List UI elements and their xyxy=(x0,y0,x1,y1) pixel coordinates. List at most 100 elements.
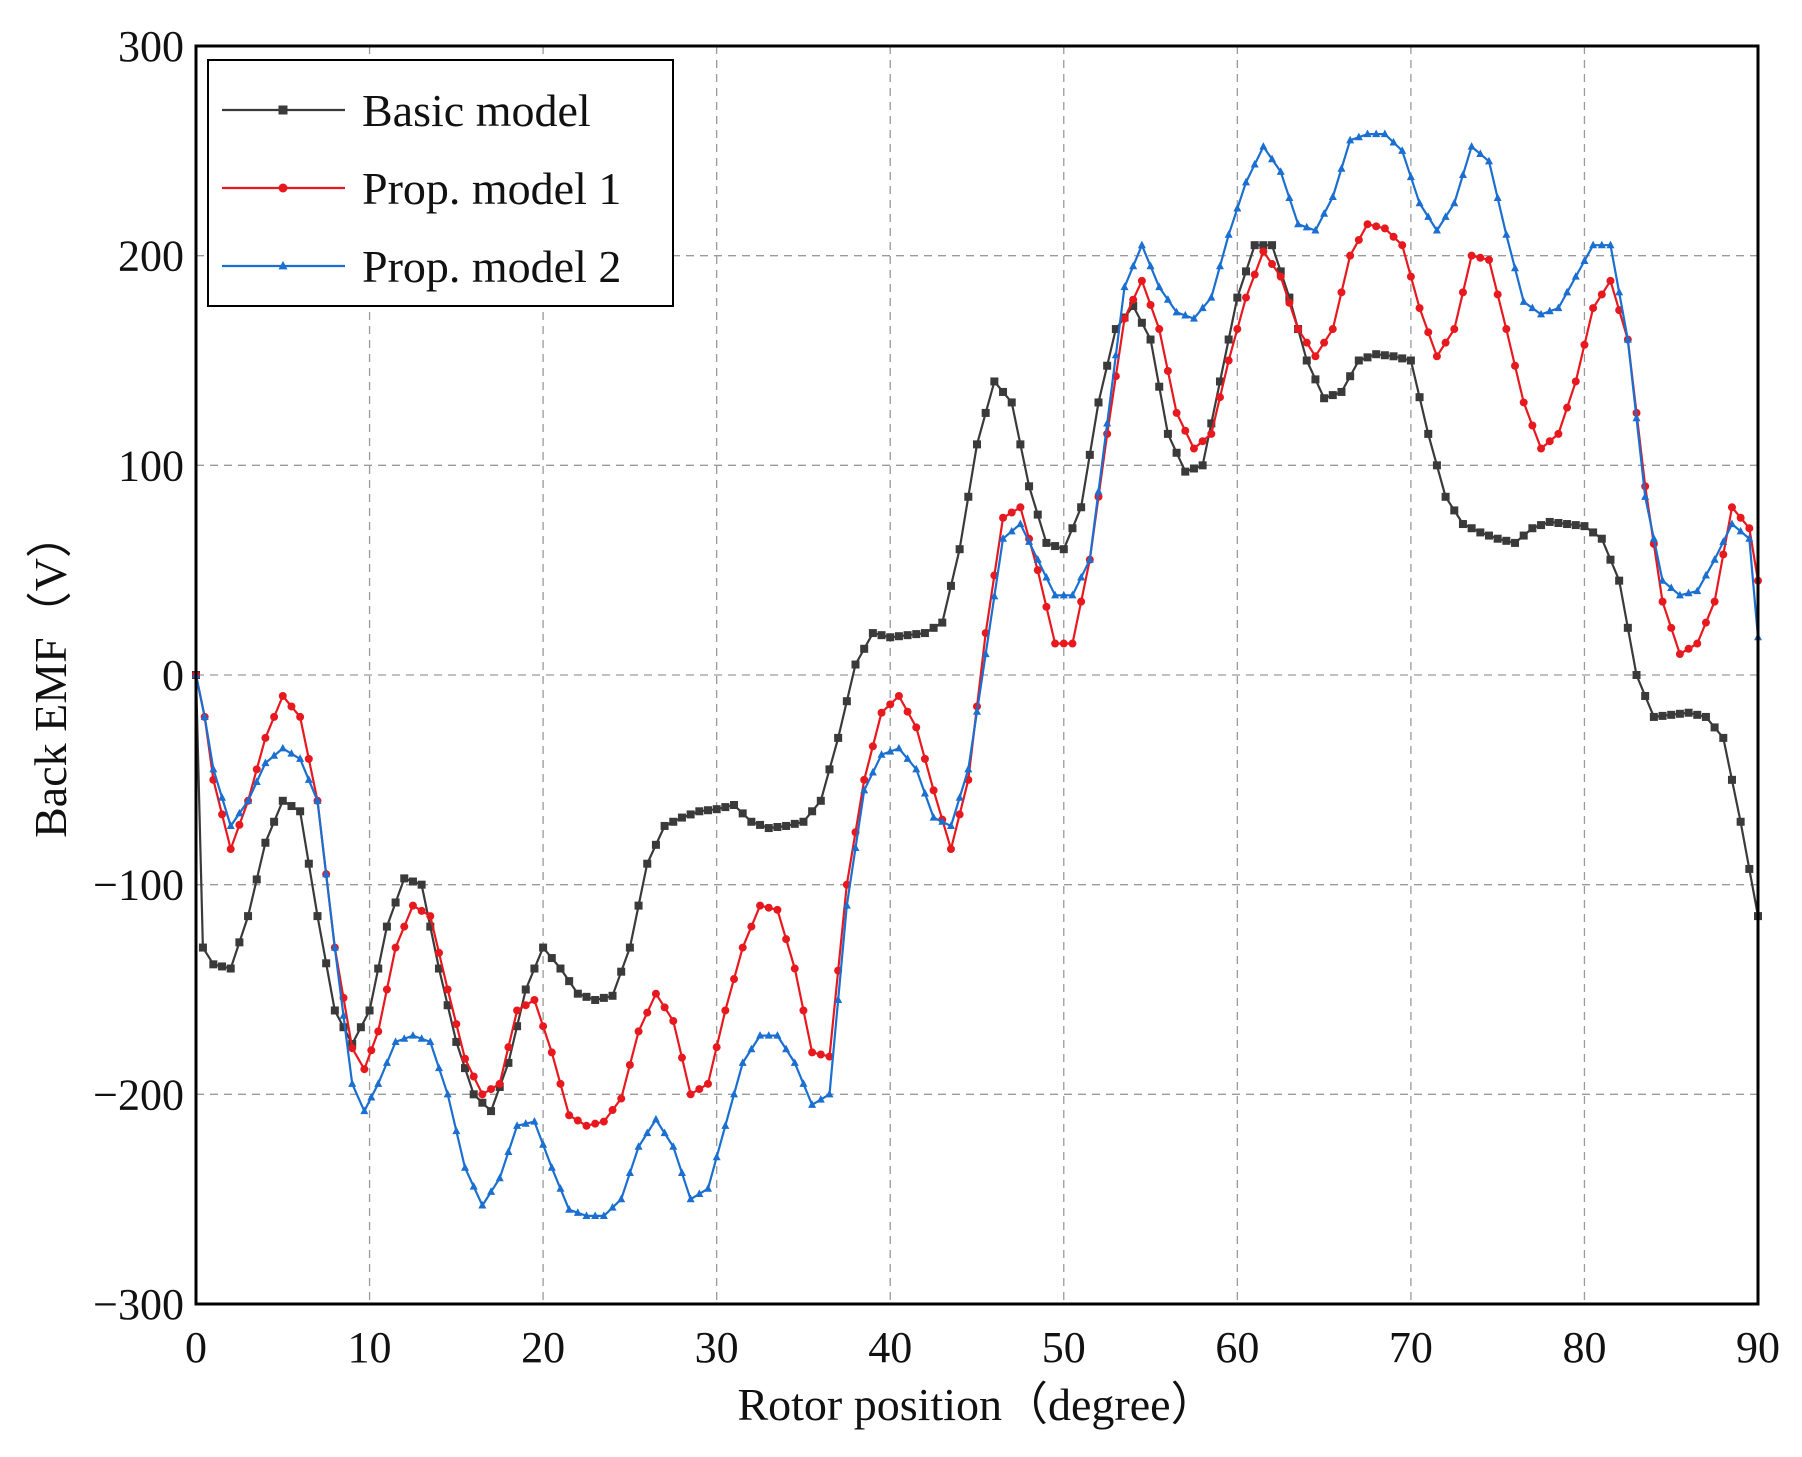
data-point xyxy=(1181,426,1190,435)
data-point xyxy=(513,1022,522,1031)
data-point xyxy=(504,1043,513,1052)
data-point xyxy=(1129,295,1138,304)
data-point xyxy=(894,632,903,641)
data-point xyxy=(400,1034,409,1042)
data-point xyxy=(426,1037,435,1045)
data-point xyxy=(1302,222,1311,231)
data-point xyxy=(573,989,582,998)
data-point xyxy=(417,1034,426,1042)
plot-frame xyxy=(194,44,1760,1306)
data-point xyxy=(964,492,973,501)
data-point xyxy=(1667,623,1676,632)
data-point xyxy=(1311,375,1320,384)
data-point xyxy=(1484,531,1493,540)
data-point xyxy=(1537,309,1546,318)
data-point xyxy=(367,1092,376,1101)
data-point xyxy=(1589,304,1598,313)
series-3 xyxy=(192,129,1762,1219)
data-point xyxy=(1476,149,1485,158)
data-point xyxy=(521,1001,530,1010)
data-point xyxy=(244,796,253,804)
data-point xyxy=(556,1184,565,1192)
data-point xyxy=(860,644,869,653)
data-point xyxy=(1007,398,1016,407)
data-point xyxy=(1745,864,1754,873)
data-point xyxy=(756,820,765,829)
data-point xyxy=(1537,521,1546,530)
data-point xyxy=(1129,301,1138,310)
data-point xyxy=(1016,519,1025,528)
data-point xyxy=(886,746,895,755)
data-point xyxy=(929,786,938,795)
data-point xyxy=(825,1089,834,1098)
data-point xyxy=(504,1147,513,1156)
data-point xyxy=(1701,618,1710,627)
data-point xyxy=(1077,572,1086,581)
data-point xyxy=(296,712,305,721)
data-point xyxy=(1736,817,1745,826)
data-point xyxy=(669,1142,678,1150)
data-point xyxy=(1502,536,1511,545)
data-point xyxy=(1103,418,1112,427)
data-point xyxy=(1059,545,1068,554)
data-point xyxy=(521,985,530,994)
data-point xyxy=(730,1089,739,1098)
data-point xyxy=(1198,437,1207,446)
data-point xyxy=(1623,334,1632,343)
data-point xyxy=(1415,198,1424,207)
data-point xyxy=(1042,572,1051,581)
data-point xyxy=(1380,351,1389,360)
data-point xyxy=(1519,297,1528,305)
data-point xyxy=(712,805,721,814)
data-point xyxy=(1025,537,1034,545)
data-point xyxy=(360,1106,369,1115)
data-point xyxy=(547,954,556,963)
data-point xyxy=(1545,306,1554,315)
data-point xyxy=(1441,338,1450,347)
data-point xyxy=(556,1079,565,1088)
data-point xyxy=(261,838,270,847)
data-point xyxy=(1554,518,1563,527)
data-point xyxy=(434,964,443,973)
data-point xyxy=(782,935,791,944)
data-point xyxy=(1328,325,1337,334)
data-point xyxy=(1302,338,1311,347)
data-point xyxy=(1658,711,1667,720)
data-point xyxy=(1675,590,1684,599)
data-point xyxy=(565,1111,574,1120)
data-point xyxy=(712,1152,721,1161)
data-point xyxy=(1372,350,1381,359)
data-point xyxy=(1346,372,1355,381)
data-point xyxy=(313,912,322,921)
data-point xyxy=(903,754,912,762)
data-point xyxy=(747,1044,756,1053)
data-point xyxy=(721,803,730,812)
legend: Basic model Prop. model 1 Prop. model 2 xyxy=(207,59,674,307)
data-point xyxy=(1727,775,1736,784)
data-point xyxy=(799,1079,808,1087)
data-point xyxy=(304,859,313,868)
data-point xyxy=(434,1063,443,1072)
data-point xyxy=(1085,555,1094,563)
data-point xyxy=(955,810,964,819)
data-point xyxy=(374,964,383,973)
data-point xyxy=(1077,597,1086,606)
series-1 xyxy=(192,241,1762,1116)
data-point xyxy=(1311,225,1320,234)
data-point xyxy=(1033,555,1042,563)
data-point xyxy=(198,943,207,952)
data-point xyxy=(400,922,409,931)
data-point xyxy=(1120,282,1129,291)
data-point xyxy=(1146,261,1155,270)
data-point xyxy=(530,1117,539,1125)
data-point xyxy=(868,742,877,751)
data-point xyxy=(478,1200,487,1209)
data-point xyxy=(816,1095,825,1103)
data-point xyxy=(521,1119,530,1127)
data-point xyxy=(1693,710,1702,719)
data-point xyxy=(747,922,756,931)
data-point xyxy=(1259,142,1268,150)
data-point xyxy=(1484,156,1493,165)
data-point xyxy=(660,821,669,830)
data-point xyxy=(1276,167,1285,175)
